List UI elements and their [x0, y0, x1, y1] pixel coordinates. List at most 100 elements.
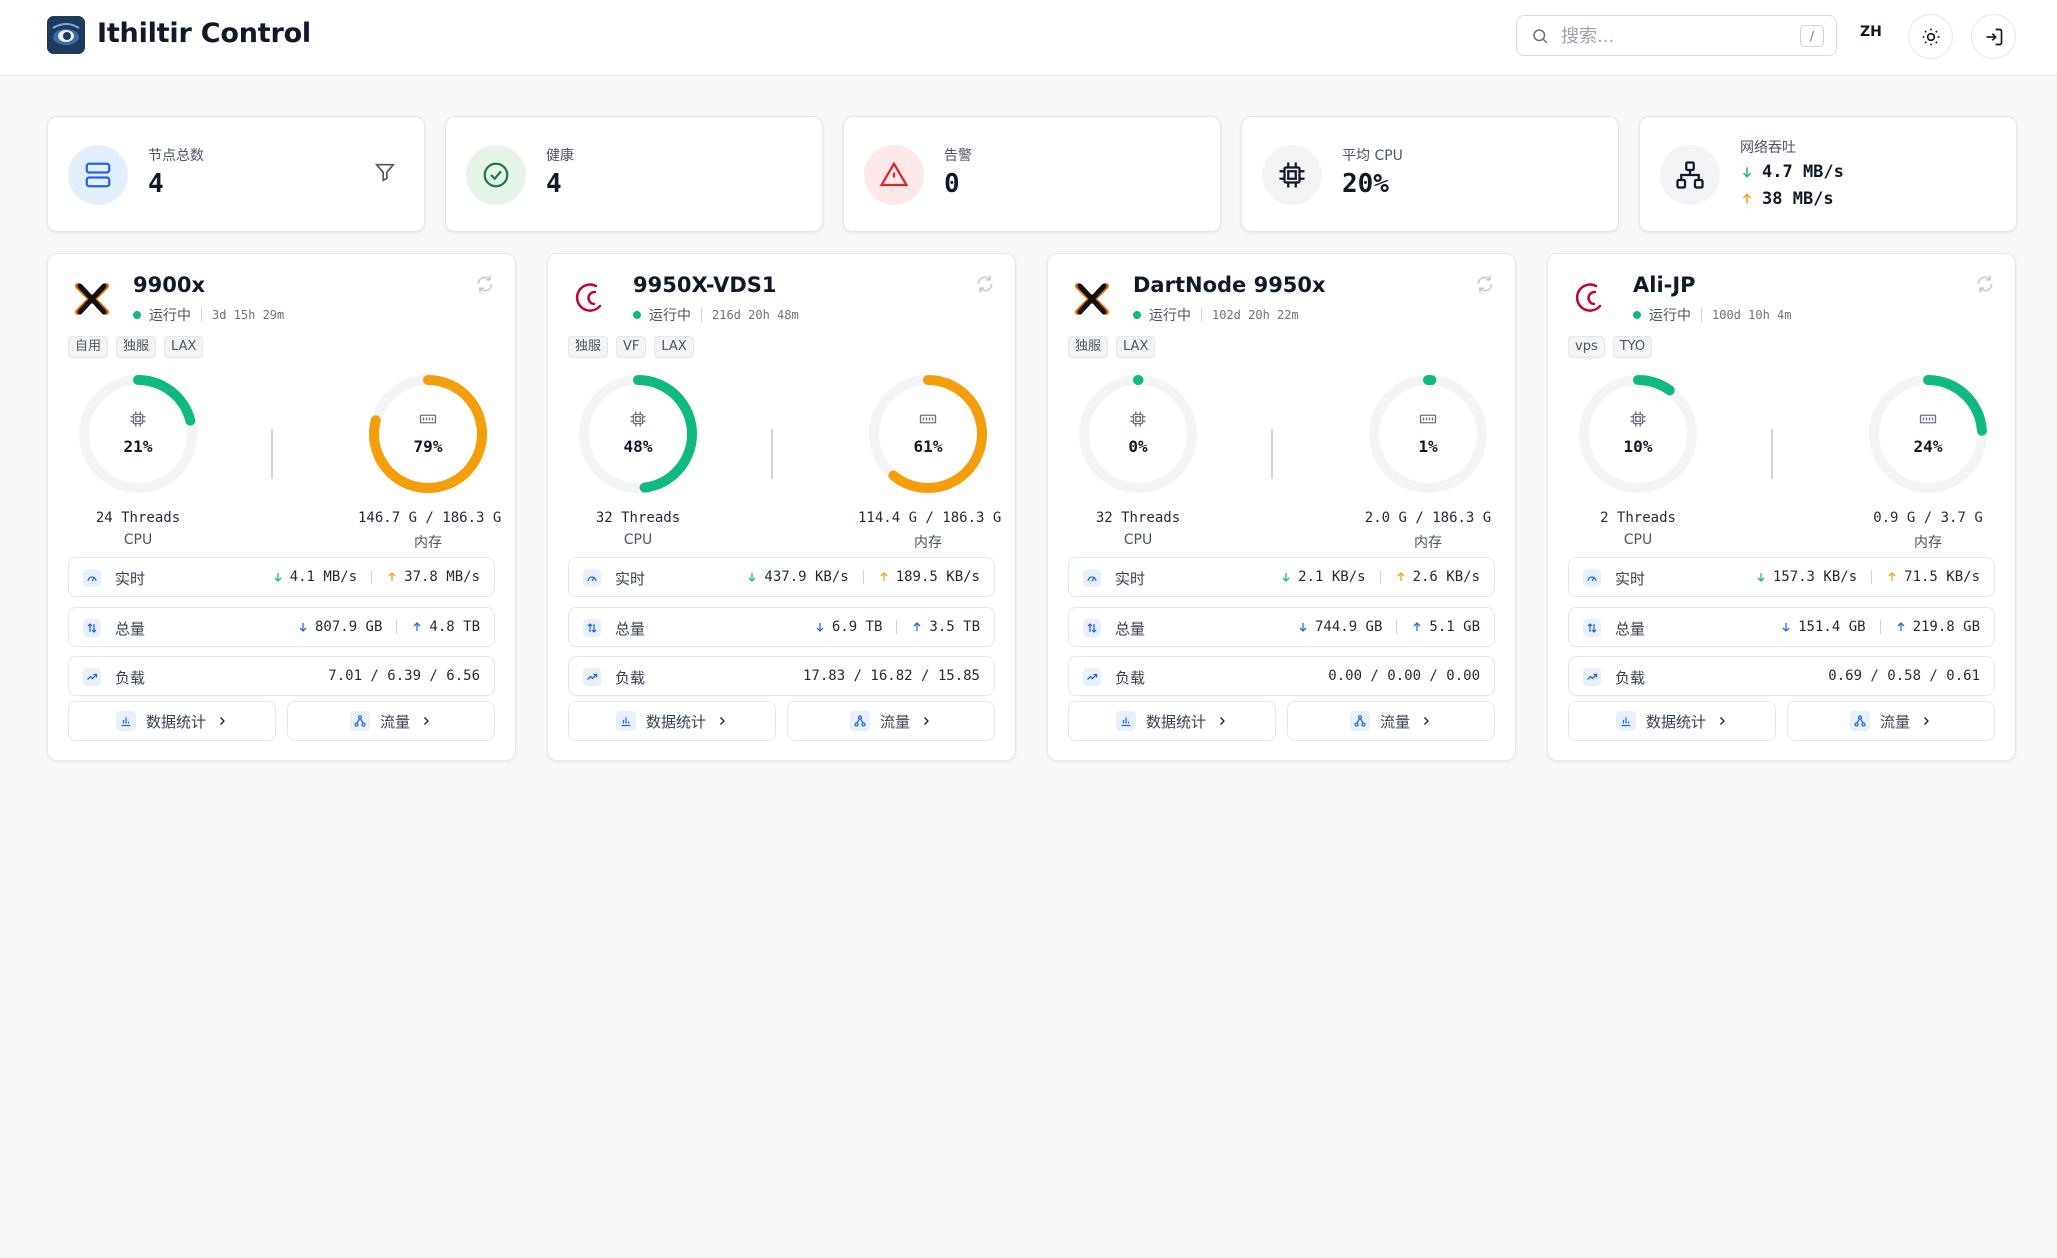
swap-arrows-icon: [83, 619, 101, 637]
mem-used: 0.9 G / 3.7 G: [1873, 510, 1983, 526]
tag-list: 独服 LAX: [1068, 336, 1156, 358]
refresh-icon[interactable]: [975, 274, 995, 294]
row-value: 807.9 GB 4.8 TB: [297, 619, 480, 635]
mem-gauge: 61% 114.4 G / 186.3 G 内存: [858, 372, 1002, 552]
stats-button[interactable]: 数据统计: [568, 701, 776, 741]
total-row: 总量 744.9 GB 5.1 GB: [1068, 607, 1495, 647]
cpu-percent: 48%: [623, 437, 653, 456]
ring-track: [1369, 375, 1487, 493]
arrow-down-icon: [1757, 573, 1765, 582]
traffic-button[interactable]: 流量: [1787, 701, 1995, 741]
mem-gauge: 1% 2.0 G / 186.3 G 内存: [1358, 372, 1498, 552]
traffic-button-label: 流量: [379, 712, 410, 731]
network-icon: [1349, 711, 1370, 731]
chevron-right-icon: [1720, 717, 1725, 725]
divider: [1201, 308, 1202, 322]
divider: [1701, 308, 1702, 322]
divider: [1871, 570, 1873, 584]
node-tag: 自用: [68, 336, 109, 358]
realtime-up: 2.6 KB/s: [1412, 569, 1480, 585]
stat-value: 0: [944, 169, 960, 199]
total-down: 807.9 GB: [314, 619, 383, 635]
bar-chart-icon: [615, 711, 636, 731]
node-tag: LAX: [1116, 336, 1156, 358]
mem-caption: 内存: [914, 535, 942, 551]
language-toggle[interactable]: ZH: [1860, 24, 1882, 40]
stats-button-label: 数据统计: [1145, 712, 1206, 731]
row-label: 总量: [1115, 620, 1146, 638]
node-card[interactable]: 9950X-VDS1 运行中 216d 20h 48m 独服 VF LAX 48% …: [547, 253, 1016, 761]
search-input[interactable]: [1561, 23, 1781, 49]
status-text: 运行中: [1649, 308, 1691, 324]
stat-label: 节点总数: [148, 148, 204, 164]
network-down-value: 4.7 MB/s: [1762, 162, 1844, 182]
traffic-button[interactable]: 流量: [787, 701, 995, 741]
row-value: 6.9 TB 3.5 TB: [814, 619, 980, 635]
gauge-icon: [583, 569, 601, 587]
row-value: 157.3 KB/s 71.5 KB/s: [1755, 569, 1980, 585]
refresh-icon[interactable]: [1975, 274, 1995, 294]
node-tag: VF: [616, 336, 647, 358]
ring-track: [1579, 375, 1697, 493]
cpu-percent: 0%: [1128, 437, 1148, 456]
mem-used: 114.4 G / 186.3 G: [858, 510, 1002, 526]
load-value: 7.01 / 6.39 / 6.56: [328, 668, 480, 684]
gauge-divider: [271, 429, 273, 479]
realtime-row: 实时 4.1 MB/s 37.8 MB/s: [68, 557, 495, 597]
realtime-up: 71.5 KB/s: [1904, 569, 1980, 585]
network-up-value: 38 MB/s: [1762, 189, 1834, 209]
chevron-right-icon: [424, 717, 429, 725]
arrow-up-icon: [1397, 572, 1405, 581]
os-logo-icon: [72, 278, 112, 318]
row-value: 744.9 GB 5.1 GB: [1297, 619, 1480, 635]
cpu-caption: CPU: [1123, 532, 1153, 548]
stat-card-healthy: 健康 4: [445, 116, 823, 232]
arrow-down-icon: [816, 623, 824, 632]
cpu-gauge: 0% 32 Threads CPU: [1068, 372, 1208, 548]
traffic-button-label: 流量: [879, 712, 910, 731]
stats-button[interactable]: 数据统计: [1068, 701, 1276, 741]
mem-percent: 1%: [1418, 437, 1438, 456]
stats-button[interactable]: 数据统计: [1568, 701, 1776, 741]
os-logo-icon: [1572, 278, 1612, 318]
uptime: 216d 20h 48m: [712, 308, 799, 322]
row-label: 负载: [615, 669, 646, 687]
app-logo-icon[interactable]: [47, 16, 85, 54]
traffic-button[interactable]: 流量: [287, 701, 495, 741]
ring-value: [79, 375, 197, 493]
traffic-button[interactable]: 流量: [1287, 701, 1495, 741]
realtime-row: 实时 2.1 KB/s 2.6 KB/s: [1068, 557, 1495, 597]
search-box[interactable]: /: [1516, 15, 1837, 56]
mem-percent: 79%: [413, 437, 443, 456]
stats-button[interactable]: 数据统计: [68, 701, 276, 741]
tag-list: 自用 独服 LAX: [68, 336, 204, 358]
alert-triangle-icon: [864, 145, 924, 205]
stat-value: 20%: [1342, 169, 1389, 199]
node-card[interactable]: DartNode 9950x 运行中 102d 20h 22m 独服 LAX 0%…: [1047, 253, 1516, 761]
arrow-down-icon: [1299, 623, 1307, 632]
check-circle-icon: [466, 145, 526, 205]
mem-caption: 内存: [1914, 535, 1942, 551]
node-card[interactable]: 9900x 运行中 3d 15h 29m 自用 独服 LAX 21% 24 Thre…: [47, 253, 516, 761]
row-label: 总量: [1615, 620, 1646, 638]
cpu-threads: 32 Threads: [1095, 510, 1181, 526]
node-tag: 独服: [116, 336, 157, 358]
theme-toggle-button[interactable]: [1908, 14, 1953, 59]
stat-card-alerts: 告警 0: [843, 116, 1221, 232]
node-status: 运行中 216d 20h 48m: [633, 305, 799, 325]
row-value: 437.9 KB/s 189.5 KB/s: [746, 569, 980, 585]
realtime-down: 2.1 KB/s: [1298, 569, 1366, 585]
app-title: Ithiltir Control: [97, 18, 311, 49]
login-button[interactable]: [1971, 14, 2016, 59]
ring-value: [869, 375, 987, 493]
ring-value: [1869, 375, 1987, 493]
node-card[interactable]: Ali-JP 运行中 100d 10h 4m vps TYO 10% 2 Thre…: [1547, 253, 2016, 761]
refresh-icon[interactable]: [475, 274, 495, 294]
cpu-caption: CPU: [623, 532, 653, 548]
filter-icon[interactable]: [374, 161, 396, 183]
refresh-icon[interactable]: [1475, 274, 1495, 294]
node-name: 9900x: [133, 273, 205, 297]
chevron-right-icon: [924, 717, 929, 725]
status-dot-icon: [133, 311, 141, 319]
arrow-up-icon: [1413, 622, 1421, 631]
